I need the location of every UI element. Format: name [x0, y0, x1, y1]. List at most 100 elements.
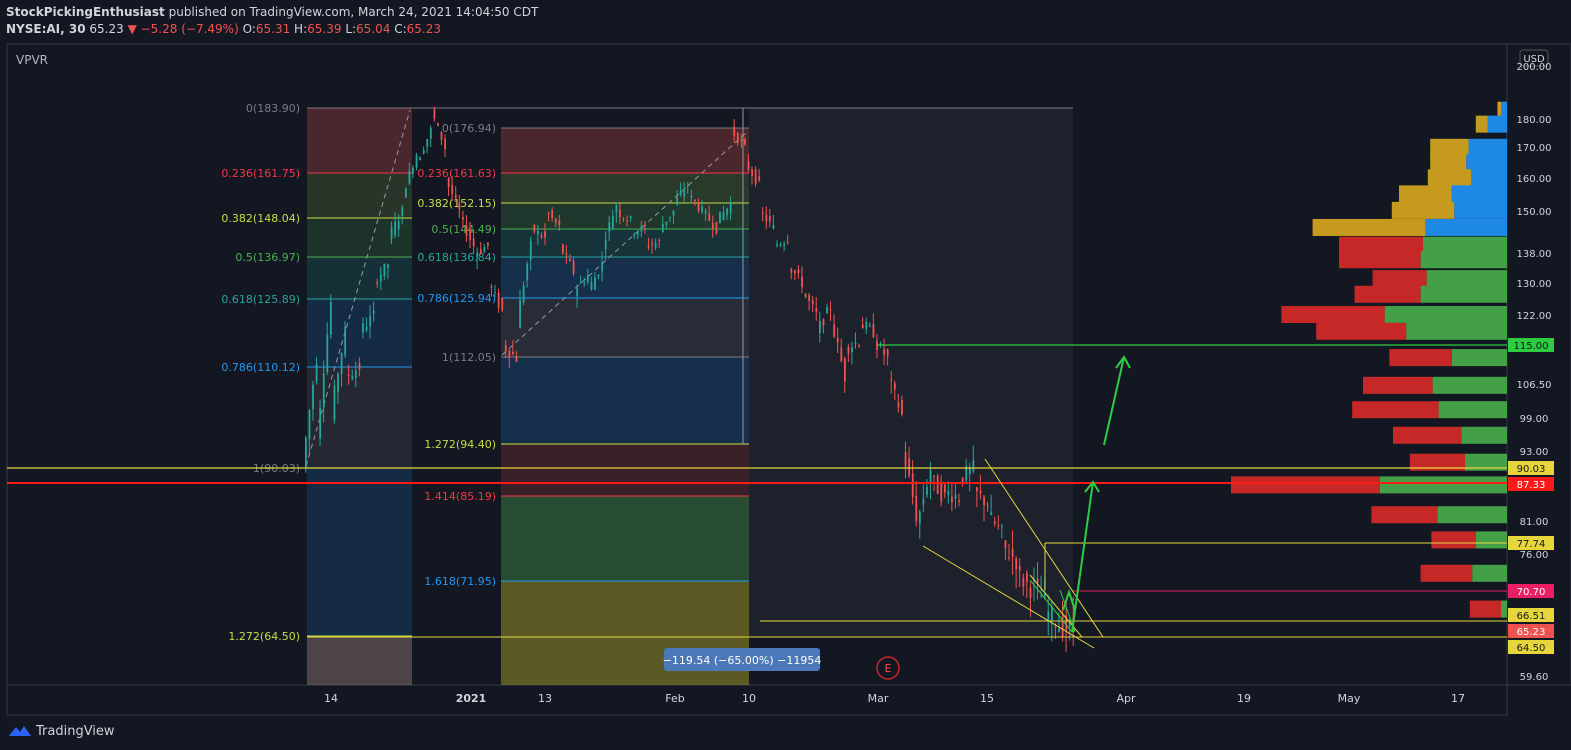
candle-body — [397, 221, 400, 230]
candle-body — [704, 210, 707, 214]
volume-profile-down-bar — [1393, 426, 1462, 444]
candle-body — [501, 299, 504, 311]
measure-label: −119.54 (−65.00%) −11954 — [663, 654, 822, 667]
fib2-zone — [501, 496, 749, 581]
time-axis[interactable] — [6, 684, 1508, 716]
volume-profile-up-bar — [1501, 101, 1507, 119]
candle-body — [686, 185, 689, 187]
candle-body — [972, 460, 975, 472]
candle-body — [772, 224, 775, 229]
x-tick-label: Feb — [665, 692, 684, 705]
tradingview-footer[interactable]: TradingView — [8, 720, 115, 742]
earnings-marker-icon[interactable] — [876, 656, 900, 680]
candle-body — [629, 216, 632, 219]
candle-body — [515, 356, 518, 362]
candle-body — [601, 262, 604, 272]
x-tick-label: 2021 — [456, 692, 487, 705]
candle-body — [1051, 606, 1053, 621]
candle-body — [358, 363, 361, 370]
y-tick-label: 160.00 — [1517, 174, 1552, 185]
small-arrow-head[interactable] — [1062, 588, 1076, 611]
volume-profile-down-bar — [1389, 349, 1452, 367]
candle-body — [383, 263, 386, 277]
volume-profile-down-bar — [1371, 506, 1438, 524]
symbol-label[interactable]: NYSE:AI, 30 — [6, 22, 86, 36]
candle-body — [404, 188, 407, 198]
target-arrow-1-head[interactable] — [1084, 480, 1100, 493]
fib1-level-label: 0(183.90) — [246, 102, 300, 115]
y-tick-label: 180.00 — [1517, 115, 1552, 126]
candle-body — [751, 169, 753, 177]
candle-body — [447, 178, 450, 188]
currency-box[interactable] — [1519, 49, 1549, 67]
candle-body — [790, 268, 793, 273]
vpvr-label[interactable]: VPVR — [16, 53, 48, 67]
channel-line[interactable] — [1029, 579, 1073, 633]
price-change: ▼ −5.28 (−7.49%) — [127, 22, 239, 36]
candle-body — [615, 205, 618, 213]
target-arrow-2[interactable] — [1103, 356, 1125, 446]
candle-body — [379, 274, 382, 282]
candle-body — [701, 206, 704, 212]
candle-body — [626, 220, 629, 222]
x-tick-label: 10 — [742, 692, 756, 705]
candle-body — [776, 244, 778, 246]
volume-profile-up-bar — [1423, 236, 1507, 254]
candle-body — [708, 213, 711, 221]
price-axis[interactable] — [1506, 43, 1571, 686]
x-tick-label: 15 — [980, 692, 994, 705]
author-name[interactable]: StockPickingEnthusiast — [6, 5, 165, 19]
candle-body — [976, 487, 978, 492]
candle-body — [868, 324, 871, 326]
candle-body — [744, 139, 746, 145]
candle-body — [822, 319, 825, 326]
candle-body — [440, 131, 443, 140]
fib1-level-label: 0.382(148.04) — [221, 212, 300, 225]
target-arrow-2-head[interactable] — [1115, 355, 1131, 369]
fib2-zone — [501, 173, 749, 203]
candle-body — [890, 379, 893, 381]
volume-profile-down-bar — [1431, 531, 1476, 549]
candle-body — [1008, 557, 1010, 559]
volume-profile-up-bar — [1420, 285, 1507, 303]
candle-body — [783, 243, 786, 246]
fib1-zone — [307, 367, 412, 468]
candle-body — [747, 161, 750, 171]
volume-profile-down-bar — [1352, 401, 1439, 419]
candle-body — [904, 452, 907, 467]
candle-body — [326, 334, 329, 373]
candle-body — [544, 231, 546, 238]
wedge-trendline[interactable] — [984, 458, 1104, 638]
price-level-tag — [1508, 536, 1554, 550]
price-level-tag — [1508, 584, 1554, 598]
candle-body — [319, 407, 322, 439]
candle-body — [315, 363, 318, 382]
candle-body — [847, 346, 850, 354]
fib2-level-label: 0.382(152.15) — [417, 197, 496, 210]
plot-area[interactable] — [6, 43, 1508, 686]
candle-body — [754, 169, 757, 184]
ohlc-line: NYSE:AI, 30 65.23 ▼ −5.28 (−7.49%) O:65.… — [6, 21, 538, 38]
candle-body — [661, 224, 664, 233]
candle-body — [865, 321, 868, 329]
candle-body — [669, 216, 671, 218]
wedge-trendline[interactable] — [922, 545, 1095, 649]
measure-box[interactable] — [664, 648, 820, 671]
volume-profile-down-bar — [1420, 564, 1473, 582]
candle-body — [697, 203, 700, 211]
fib2-zone — [501, 128, 749, 173]
y-tick-label: 122.00 — [1517, 311, 1552, 322]
candle-body — [526, 264, 529, 281]
candle-body — [369, 315, 372, 327]
candle-body — [722, 211, 725, 220]
candle-body — [719, 211, 721, 224]
y-tick-label: 130.00 — [1517, 279, 1552, 290]
price-level-tag — [1508, 640, 1554, 654]
candle-body — [483, 247, 486, 253]
price-level-tag — [1508, 338, 1554, 352]
candle-body — [426, 139, 429, 147]
low-value: 65.04 — [356, 22, 391, 36]
target-arrow-1[interactable] — [1071, 481, 1094, 633]
candle-body — [654, 242, 657, 249]
